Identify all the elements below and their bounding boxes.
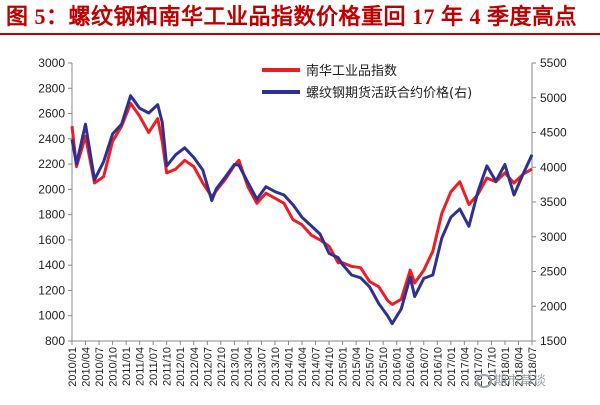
- x-tick-label: 2011/01: [121, 347, 133, 386]
- wechat-logo-icon: [476, 374, 492, 388]
- series-line-nanhua-index: [70, 101, 533, 306]
- left-y-tick-label: 2400: [38, 132, 65, 146]
- x-tick-label: 2015/01: [338, 347, 350, 387]
- left-y-tick-label: 1600: [38, 233, 65, 247]
- x-tick-label: 2011/07: [148, 347, 160, 386]
- x-tick-label: 2016/04: [405, 347, 417, 387]
- x-tick-label: 2012/04: [189, 347, 201, 387]
- right-y-tick-label: 3500: [540, 195, 567, 209]
- x-tick-label: 2012/07: [202, 347, 214, 387]
- figure-title: 图 5：螺纹钢和南华工业品指数价格重回 17 年 4 季度高点: [6, 4, 578, 29]
- x-tick-label: 2015/10: [378, 347, 390, 387]
- x-tick-label: 2014/01: [283, 347, 295, 387]
- right-y-tick-label: 5500: [540, 56, 567, 70]
- x-tick-label: 2016/01: [392, 347, 404, 387]
- x-tick-label: 2017/01: [446, 347, 458, 387]
- x-tick-label: 2013/04: [243, 347, 255, 387]
- series-line-rebar-futures: [70, 94, 534, 326]
- left-y-tick-label: 1400: [38, 258, 65, 272]
- x-tick-label: 2015/07: [365, 347, 377, 387]
- x-tick-label: 2013/10: [270, 347, 282, 387]
- x-tick-label: 2015/04: [351, 347, 363, 387]
- title-divider: [0, 33, 600, 35]
- x-tick-label: 2016/10: [432, 347, 444, 387]
- right-y-tick-label: 2500: [540, 265, 567, 279]
- x-tick-label: 2010/07: [94, 347, 106, 387]
- x-tick-label: 2011/04: [135, 347, 147, 386]
- left-y-tick-label: 1000: [38, 309, 65, 323]
- watermark: 期市草谈: [476, 370, 546, 389]
- right-y-tick-label: 4500: [540, 126, 567, 140]
- x-tick-label: 2016/07: [419, 347, 431, 387]
- x-tick-label: 2018/01: [500, 347, 512, 387]
- x-tick-label: 2014/10: [324, 347, 336, 387]
- right-y-tick-label: 5000: [540, 91, 567, 105]
- left-y-tick-label: 2600: [38, 107, 65, 121]
- right-y-tick-label: 1500: [540, 334, 567, 348]
- right-y-tick-label: 2000: [540, 299, 567, 313]
- x-tick-label: 2012/10: [216, 347, 228, 387]
- left-y-tick-label: 2200: [38, 157, 65, 171]
- x-tick-label: 2010/01: [67, 347, 79, 387]
- left-y-tick-label: 2800: [38, 81, 65, 95]
- x-tick-label: 2012/01: [175, 347, 187, 387]
- left-y-tick-label: 1200: [38, 283, 65, 297]
- left-y-tick-label: 3000: [38, 56, 65, 70]
- x-tick-label: 2010/04: [81, 347, 93, 387]
- left-y-tick-label: 800: [45, 334, 65, 348]
- right-y-tick-label: 3000: [540, 230, 567, 244]
- x-tick-label: 2018/07: [527, 347, 539, 387]
- legend-label-rebar-futures: 螺纹钢期货活跃合约价格(右): [306, 85, 472, 101]
- x-tick-label: 2013/01: [229, 347, 241, 387]
- x-tick-label: 2013/07: [256, 347, 268, 387]
- legend-label-nanhua-index: 南华工业品指数: [306, 63, 397, 79]
- x-tick-label: 2018/04: [513, 347, 525, 387]
- x-tick-label: 2011/10: [162, 347, 174, 386]
- left-y-tick-label: 2000: [38, 182, 65, 196]
- x-tick-label: 2014/04: [297, 347, 309, 387]
- right-y-tick-label: 4000: [540, 160, 567, 174]
- x-tick-label: 2010/10: [108, 347, 120, 387]
- x-tick-label: 2017/04: [459, 347, 471, 387]
- x-tick-label: 2014/07: [311, 347, 323, 387]
- watermark-text: 期市草谈: [494, 374, 547, 389]
- left-y-tick-label: 1800: [38, 208, 65, 222]
